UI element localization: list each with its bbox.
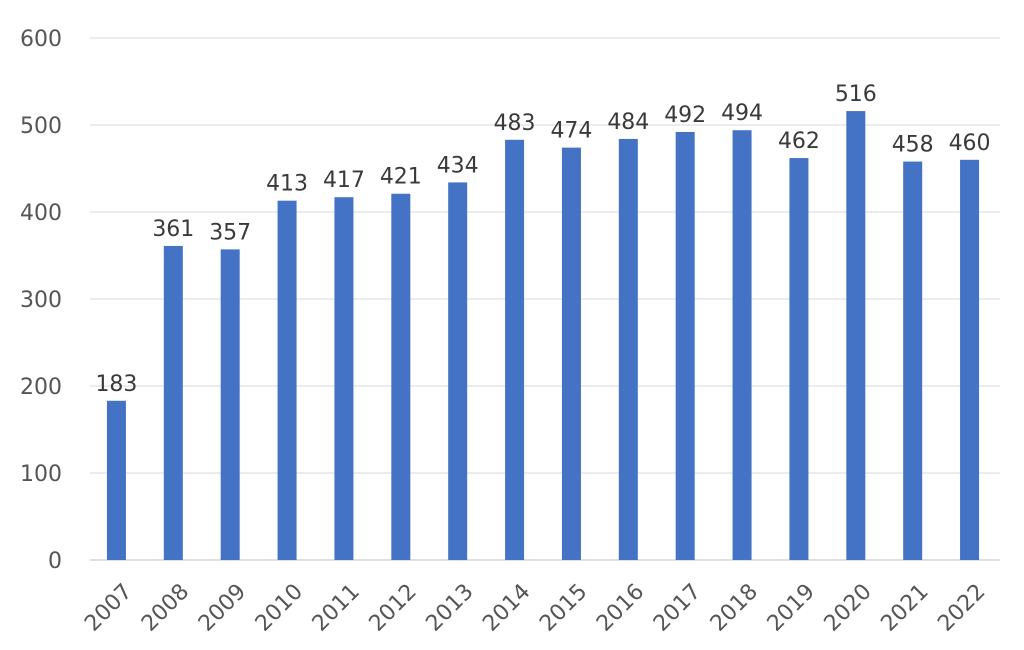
data-label: 413 (266, 172, 308, 197)
data-label: 484 (607, 110, 649, 135)
x-tick-label: 2011 (308, 579, 365, 636)
bar (732, 130, 752, 560)
bar (561, 147, 581, 560)
x-tick-label: 2022 (933, 579, 990, 636)
y-tick-label: 500 (20, 114, 62, 139)
data-label: 361 (152, 217, 194, 242)
data-label: 492 (664, 103, 706, 128)
data-label: 483 (494, 111, 536, 136)
bar (391, 193, 411, 561)
bar (106, 400, 126, 560)
x-tick-label: 2019 (763, 579, 820, 636)
data-label: 417 (323, 168, 365, 193)
y-tick-label: 200 (20, 375, 62, 400)
x-tick-label: 2012 (365, 579, 422, 636)
x-axis-ticks: 2007 2008 2009 2010 2011 2012 2013 2014 2015 2016… (80, 579, 990, 636)
x-tick-label: 2008 (137, 579, 194, 636)
y-tick-label: 300 (20, 288, 62, 313)
bar (220, 249, 240, 560)
y-tick-label: 400 (20, 201, 62, 226)
data-label: 357 (209, 220, 251, 245)
data-label: 434 (437, 153, 479, 178)
bar (618, 138, 638, 561)
data-label: 462 (778, 129, 820, 154)
bar (163, 245, 183, 560)
grid-layer (90, 37, 1000, 561)
x-tick-label: 2021 (876, 579, 933, 636)
x-tick-label: 2007 (80, 579, 137, 636)
data-label: 494 (721, 101, 763, 126)
x-tick-label: 2016 (592, 579, 649, 636)
bar (277, 200, 297, 560)
y-tick-label: 600 (20, 27, 62, 52)
data-label: 474 (550, 119, 592, 144)
bar (334, 197, 354, 560)
x-tick-label: 2020 (820, 579, 877, 636)
bar (448, 182, 468, 561)
bar (903, 161, 923, 561)
bar (789, 158, 809, 560)
x-tick-label: 2010 (251, 579, 308, 636)
x-tick-label: 2014 (478, 579, 535, 636)
bars (106, 111, 980, 561)
bar (675, 131, 695, 560)
data-label: 183 (95, 372, 137, 397)
x-tick-label: 2018 (706, 579, 763, 636)
x-tick-label: 2015 (535, 579, 592, 636)
x-tick-label: 2013 (421, 579, 478, 636)
bar (505, 139, 525, 561)
y-axis-ticks: 0 100 200 300 400 500 600 (20, 27, 62, 574)
bar (846, 111, 866, 560)
data-label: 458 (892, 133, 934, 158)
bar (960, 159, 980, 561)
data-labels: 183 361 357 413 417 421 434 483 474 484 492 494 462 5… (95, 82, 990, 397)
y-tick-label: 0 (48, 549, 62, 574)
x-tick-label: 2017 (649, 579, 706, 636)
x-tick-label: 2009 (194, 579, 251, 636)
data-label: 460 (949, 131, 991, 156)
data-label: 516 (835, 82, 877, 107)
y-tick-label: 100 (20, 462, 62, 487)
data-label: 421 (380, 165, 422, 190)
